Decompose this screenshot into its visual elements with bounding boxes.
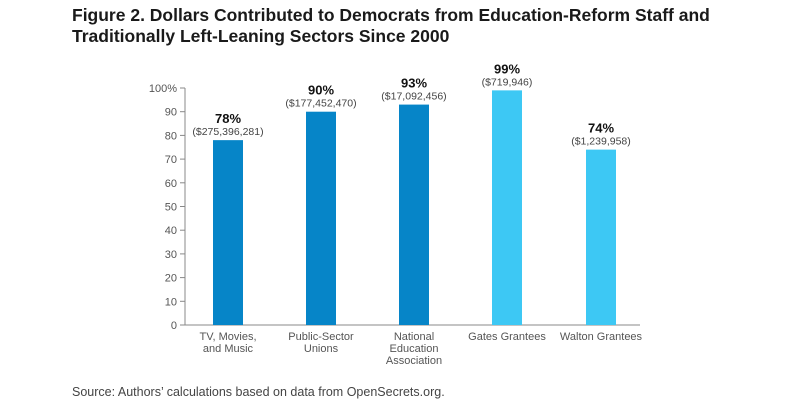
y-tick-label: 30	[165, 249, 177, 261]
y-tick-label: 80	[165, 130, 177, 142]
bar-percent-label: 74%	[588, 121, 614, 136]
y-tick-label: 60	[165, 178, 177, 190]
bar-percent-label: 90%	[308, 83, 334, 98]
x-category-label: Education	[390, 343, 439, 355]
bar-dollar-label: ($177,452,470)	[285, 98, 356, 110]
x-category-label: Unions	[304, 343, 339, 355]
bar	[213, 140, 243, 325]
x-category-label: Association	[386, 355, 442, 367]
bar-dollar-label: ($275,396,281)	[192, 126, 263, 138]
y-axis: 0 10 20 30 40 50 60 70 80 90 100%	[149, 83, 640, 332]
y-tick-label: 10	[165, 296, 177, 308]
x-category-label: and Music	[203, 343, 254, 355]
bar-percent-label: 93%	[401, 76, 427, 91]
y-tick-label: 20	[165, 273, 177, 285]
bar	[399, 104, 429, 325]
x-category-label: Public-Sector	[288, 331, 354, 343]
bar-dollar-label: ($17,092,456)	[381, 91, 446, 103]
y-tick-label: 50	[165, 202, 177, 214]
x-category-label: National	[394, 331, 434, 343]
y-tick-label: 40	[165, 225, 177, 237]
x-category-label: Walton Grantees	[560, 331, 643, 343]
y-tick-label: 90	[165, 107, 177, 119]
bar-dollar-label: ($719,946)	[482, 76, 533, 88]
x-category-label: TV, Movies,	[199, 331, 256, 343]
bar	[306, 111, 336, 325]
chart-title: Figure 2. Dollars Contributed to Democra…	[72, 5, 710, 46]
bar-percent-label: 99%	[494, 61, 520, 76]
bars: 78%($275,396,281)90%($177,452,470)93%($1…	[192, 61, 631, 326]
y-tick-label: 100%	[149, 83, 177, 95]
bar	[586, 149, 616, 325]
bar-chart: 0 10 20 30 40 50 60 70 80 90 100% 78%($275,396,281…	[149, 61, 643, 367]
x-category-label: Gates Grantees	[468, 331, 546, 343]
y-tick-label: 70	[165, 154, 177, 166]
y-tick-label: 0	[171, 320, 177, 332]
source-note: Source: Authors’ calculations based on d…	[72, 385, 445, 399]
bar	[492, 90, 522, 326]
bar-percent-label: 78%	[215, 111, 241, 126]
bar-dollar-label: ($1,239,958)	[571, 136, 631, 148]
